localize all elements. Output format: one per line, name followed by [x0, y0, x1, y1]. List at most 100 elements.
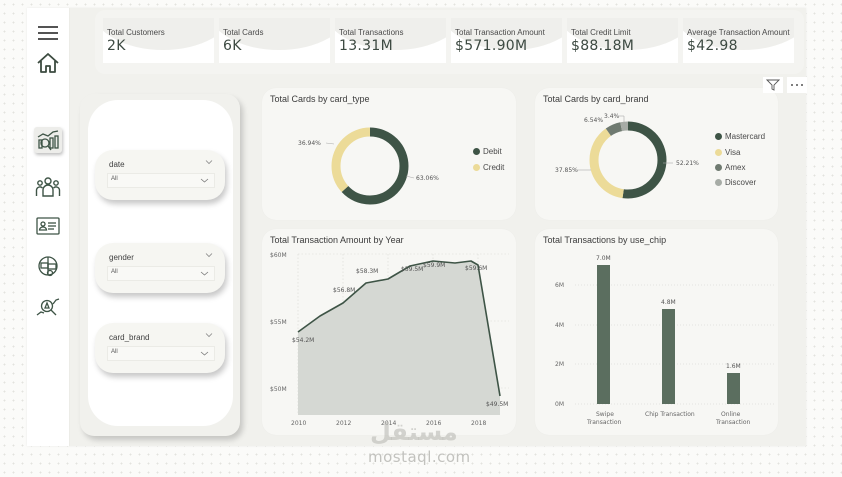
svg-text:1.6M: 1.6M: [726, 363, 741, 370]
svg-text:$49.5M: $49.5M: [486, 401, 508, 408]
svg-text:Transaction: Transaction: [586, 419, 622, 426]
filter-icon[interactable]: [763, 77, 783, 93]
svg-text:Transaction: Transaction: [715, 419, 751, 426]
analytics-chart-icon[interactable]: [34, 127, 62, 153]
svg-text:$59.9M: $59.9M: [423, 262, 445, 269]
svg-text:$55M: $55M: [270, 319, 287, 326]
kpi-total-transactions: Total Transactions 13.31M: [335, 18, 446, 63]
chart-cards-by-card-brand[interactable]: Total Cards by card_brand 3.4% 6.54% 52.…: [535, 88, 778, 220]
svg-text:2018: 2018: [471, 420, 486, 427]
legend-label: Debit: [483, 147, 502, 156]
slicer-title: gender: [109, 253, 134, 262]
svg-text:3.4%: 3.4%: [604, 113, 620, 120]
svg-text:6.54%: 6.54%: [584, 117, 603, 124]
gender-dropdown[interactable]: All: [107, 266, 215, 281]
kpi-label: Total Cards: [223, 28, 264, 37]
filter-panel: date All gender All card_brand All: [80, 94, 240, 436]
kpi-total-transaction-amount: Total Transaction Amount $571.90M: [451, 18, 562, 63]
more-options-icon[interactable]: [787, 77, 807, 93]
date-dropdown[interactable]: All: [107, 173, 215, 188]
kpi-average-transaction-amount: Average Transaction Amount $42.98: [683, 18, 794, 63]
area-chart: $60M $55M $50M 2010 2012 2014 2016 2018 …: [270, 252, 509, 427]
legend-item-credit[interactable]: Credit: [473, 163, 504, 172]
global-transactions-icon[interactable]: [34, 253, 62, 279]
svg-text:$50M: $50M: [270, 386, 287, 393]
legend-dot: [715, 164, 722, 171]
svg-text:Online: Online: [721, 411, 741, 418]
svg-text:36.94%: 36.94%: [298, 140, 321, 147]
legend-label: Amex: [725, 163, 746, 172]
users-group-icon[interactable]: [34, 174, 62, 200]
slicer-gender[interactable]: gender All: [95, 243, 225, 293]
bar-swipe: [597, 265, 610, 404]
bar-chip: [662, 309, 675, 404]
search-analytics-icon[interactable]: [34, 294, 62, 320]
kpi-total-customers: Total Customers 2K: [103, 18, 214, 63]
kpi-strip: Total Customers 2K Total Cards 6K Total …: [95, 10, 804, 74]
kpi-total-cards: Total Cards 6K: [219, 18, 330, 63]
svg-text:$58.3M: $58.3M: [356, 268, 378, 275]
slicer-date[interactable]: date All: [95, 150, 225, 200]
svg-text:$59.5M: $59.5M: [401, 266, 423, 273]
chart-title: Total Transaction Amount by Year: [270, 235, 404, 245]
chevron-down-icon[interactable]: [205, 158, 213, 166]
legend-dot: [473, 164, 480, 171]
legend-label: Mastercard: [725, 132, 766, 141]
svg-text:2016: 2016: [426, 420, 441, 427]
slice-credit: [331, 127, 409, 205]
chevron-down-icon: [200, 178, 209, 183]
chart-transaction-amount-by-year[interactable]: Total Transaction Amount by Year $60M $5…: [262, 229, 516, 435]
legend-dot: [715, 133, 722, 140]
slicer-title: date: [109, 160, 125, 169]
dropdown-value: All: [111, 269, 118, 275]
svg-text:$60M: $60M: [270, 252, 287, 259]
legend-label: Visa: [725, 148, 741, 157]
svg-text:2010: 2010: [291, 420, 306, 427]
chart-cards-by-card-type[interactable]: Total Cards by card_type 36.94% 63.06% D…: [262, 88, 516, 220]
kpi-value: $88.18M: [571, 38, 635, 54]
svg-text:7.0M: 7.0M: [596, 255, 611, 262]
svg-text:2012: 2012: [336, 420, 351, 427]
svg-text:2M: 2M: [555, 361, 564, 368]
card-brand-dropdown[interactable]: All: [107, 346, 215, 361]
chevron-down-icon: [200, 351, 209, 356]
slicer-card-brand[interactable]: card_brand All: [95, 323, 225, 373]
id-card-icon[interactable]: [34, 213, 62, 239]
dropdown-value: All: [111, 349, 118, 355]
chart-title: Total Transactions by use_chip: [543, 235, 667, 245]
slice-visa: [589, 121, 667, 199]
legend-item-discover[interactable]: Discover: [715, 178, 756, 187]
svg-text:$54.2M: $54.2M: [292, 337, 314, 344]
watermark-latin: mostaql.com: [368, 448, 471, 466]
chevron-down-icon[interactable]: [205, 331, 213, 339]
chart-transactions-by-use-chip[interactable]: Total Transactions by use_chip 6M 4M 2M …: [535, 229, 778, 435]
legend-item-visa[interactable]: Visa: [715, 148, 740, 157]
chevron-down-icon: [200, 271, 209, 276]
legend-item-amex[interactable]: Amex: [715, 163, 745, 172]
svg-text:63.06%: 63.06%: [416, 175, 439, 182]
legend-dot: [715, 149, 722, 156]
kpi-label: Total Transaction Amount: [455, 28, 545, 37]
svg-text:4.8M: 4.8M: [661, 299, 676, 306]
legend-label: Discover: [725, 178, 757, 187]
hamburger-menu-icon[interactable]: [34, 20, 62, 46]
donut-chart: 3.4% 6.54% 52.21% 37.85%: [555, 113, 699, 199]
home-icon[interactable]: [34, 50, 62, 76]
legend-dot: [473, 148, 480, 155]
legend-label: Credit: [483, 163, 505, 172]
kpi-value: 2K: [107, 38, 126, 54]
dropdown-value: All: [111, 176, 118, 182]
watermark-arabic: مستقل: [370, 418, 458, 446]
bar-online: [727, 373, 740, 404]
svg-text:6M: 6M: [555, 282, 564, 289]
legend-item-debit[interactable]: Debit: [473, 147, 502, 156]
chart-title: Total Cards by card_type: [270, 94, 370, 104]
kpi-value: $42.98: [687, 38, 738, 54]
svg-text:37.85%: 37.85%: [555, 167, 578, 174]
kpi-total-credit-limit: Total Credit Limit $88.18M: [567, 18, 678, 63]
visual-header-tools: [763, 77, 807, 93]
svg-text:4M: 4M: [555, 322, 564, 329]
chevron-down-icon[interactable]: [205, 251, 213, 259]
legend-item-mastercard[interactable]: Mastercard: [715, 132, 765, 141]
kpi-value: 6K: [223, 38, 242, 54]
